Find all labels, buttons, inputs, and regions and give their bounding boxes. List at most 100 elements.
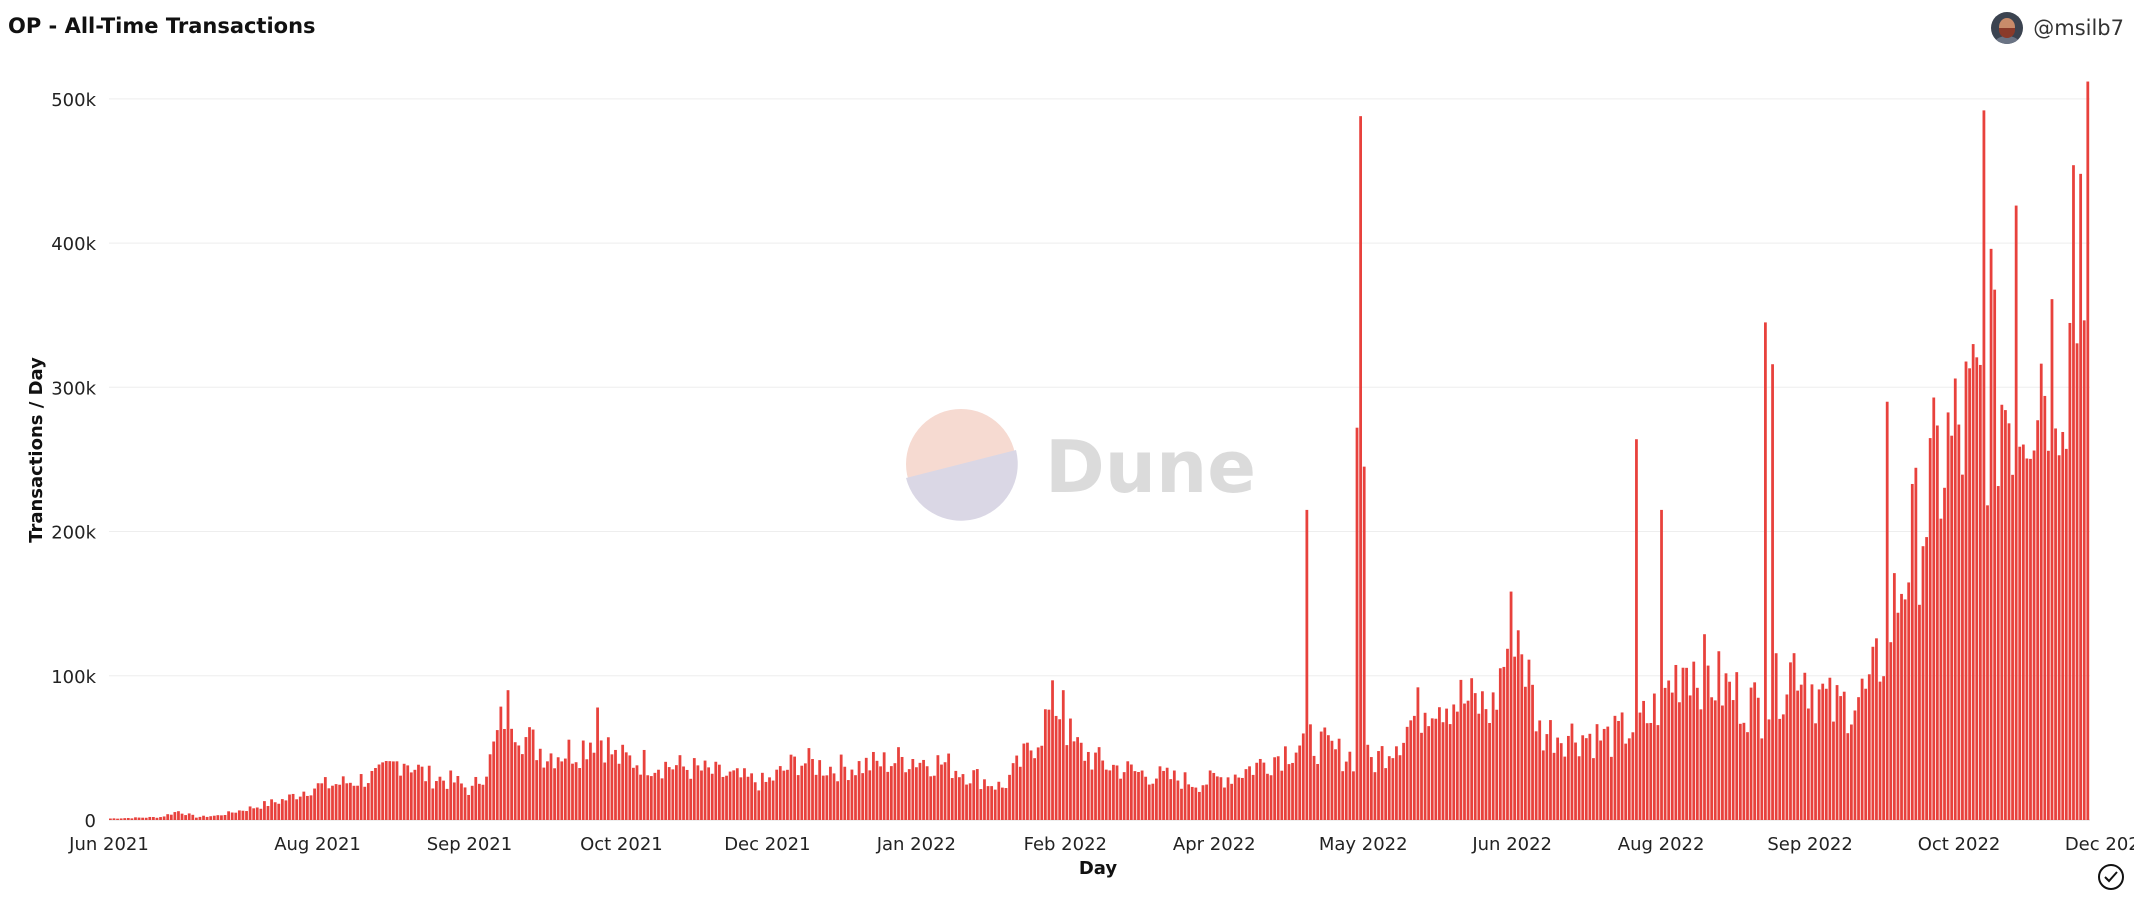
bar [624,752,628,820]
bar [2029,458,2032,820]
bar [1649,722,1653,820]
bar [1595,724,1599,820]
bar [112,818,116,820]
bar [1531,684,1534,820]
bar [1348,751,1352,820]
bar [1885,401,1889,820]
x-axis: Jun 2021 Aug 2021 Sep 2021 Oct 2021 Dec 2021… [68,834,2134,855]
bar [807,748,811,820]
bar [2000,404,2004,820]
bar [1645,723,1649,820]
bar [979,789,983,820]
bar [513,742,517,820]
bar [1423,712,1427,820]
bar [216,815,220,820]
bar [1359,116,1362,820]
bar [1198,791,1201,820]
bar [1255,762,1259,820]
bar [288,794,291,820]
bar [929,776,933,820]
bar [227,811,230,820]
bar [148,816,152,820]
bar [220,815,223,820]
bar [1208,770,1212,820]
bar [1975,357,1979,820]
x-tick-label: Feb 2022 [1024,834,1107,855]
bar [768,777,771,820]
bar [1721,705,1724,820]
bar [1241,777,1244,820]
bar [467,794,471,820]
bar [245,811,248,820]
bar [424,781,428,820]
bar [1910,483,1914,820]
bar [1137,772,1140,820]
bar [886,771,890,820]
bar [743,768,746,820]
bar [1961,474,1964,820]
x-tick-label: Oct 2021 [580,834,663,855]
user-handle[interactable]: @msilb7 [2033,16,2124,40]
bar [778,766,782,820]
bar [259,808,263,820]
bar [922,759,925,820]
bar [1459,679,1463,820]
bar [263,801,266,820]
bar [1821,683,1825,820]
bar [649,776,653,820]
bar [1828,677,1832,820]
x-tick-label: Dec 2022 [2065,834,2134,855]
bar [1918,604,1921,820]
bar [714,761,718,820]
bar [2043,395,2047,820]
bar [660,778,664,820]
check-circle-icon [2098,864,2124,890]
bar [961,774,965,820]
bar [968,783,972,820]
bar [159,817,162,820]
bar [1283,746,1287,820]
bar [1280,770,1284,820]
bar [481,784,485,820]
bar [1685,667,1688,820]
bar [1699,709,1703,820]
avatar[interactable] [1991,12,2024,44]
bar [1301,733,1305,820]
bar [1488,723,1491,820]
bar [1706,665,1710,820]
bar [1008,774,1011,820]
bar [1448,724,1452,820]
bar [1402,742,1405,820]
bar [553,768,556,820]
bar [1330,740,1334,820]
bar [972,770,976,820]
author[interactable]: @msilb7 [1991,12,2124,44]
bar [492,741,496,820]
bar [603,762,607,820]
bar [897,747,900,820]
bar [1069,718,1072,820]
bar [327,788,331,820]
bar [986,786,990,820]
bar [1656,725,1660,820]
bar [2007,423,2011,820]
bar [786,769,789,820]
bar [1416,687,1420,820]
bar [757,790,761,820]
bar [230,812,234,820]
bar [1190,786,1194,820]
bar [528,727,531,820]
bar [1989,248,1993,821]
bar [1119,778,1122,820]
bar [947,753,951,820]
bar [2047,450,2050,820]
bar [1660,509,1663,820]
bar [1620,712,1624,820]
bar [1609,756,1613,820]
bar [1724,673,1728,820]
bar [1172,770,1176,820]
bar [1291,762,1294,820]
bar [1996,486,2000,820]
bar [1015,755,1019,820]
